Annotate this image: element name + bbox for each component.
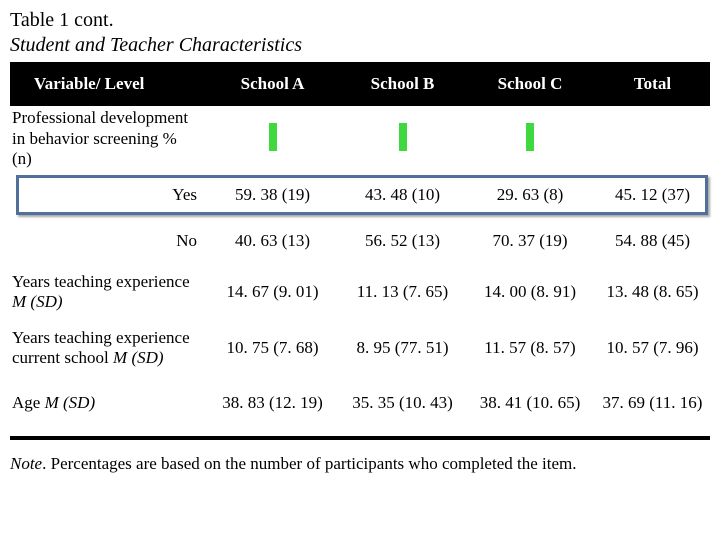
cell-exp-c: 14. 00 (8. 91) [465, 282, 595, 302]
green-marker-icon [399, 123, 407, 151]
label-prof-dev-text: Professional development in behavior scr… [12, 108, 188, 168]
table-bottom-rule [10, 436, 710, 440]
cell-yes-c: 29. 63 (8) [465, 185, 595, 205]
row-no: No 40. 63 (13) 56. 52 (13) 70. 37 (19) 5… [10, 218, 710, 264]
cell-no-a: 40. 63 (13) [205, 231, 340, 251]
cell-no-c: 70. 37 (19) [465, 231, 595, 251]
green-marker-icon [269, 123, 277, 151]
row-prof-dev: Professional development in behavior scr… [10, 106, 710, 172]
label-exp-sd: (SD) [30, 292, 62, 311]
table-title-block: Table 1 cont. Student and Teacher Charac… [10, 8, 710, 58]
row-experience-current: Years teaching experience current school… [10, 320, 710, 376]
label-age-m: M [45, 393, 59, 412]
row-experience: Years teaching experience M (SD) 14. 67 … [10, 264, 710, 320]
header-school-b: School B [340, 74, 465, 94]
table-number: Table 1 cont. [10, 8, 710, 33]
cell-no-t: 54. 88 (45) [595, 231, 710, 251]
cell-exp-t: 13. 48 (8. 65) [595, 282, 710, 302]
cell-expcur-a: 10. 75 (7. 68) [205, 338, 340, 358]
header-school-c: School C [465, 74, 595, 94]
cell-profdev-a [205, 123, 340, 156]
note-prefix: Note [10, 454, 42, 473]
cell-exp-b: 11. 13 (7. 65) [340, 282, 465, 302]
cell-yes-a: 59. 38 (19) [205, 185, 340, 205]
cell-age-b: 35. 35 (10. 43) [340, 393, 465, 413]
table-subtitle: Student and Teacher Characteristics [10, 33, 710, 58]
header-variable: Variable/ Level [10, 74, 205, 94]
cell-profdev-b [340, 123, 465, 156]
cell-profdev-c [465, 123, 595, 156]
label-expcur-m: M [113, 348, 127, 367]
cell-age-c: 38. 41 (10. 65) [465, 393, 595, 413]
cell-yes-b: 43. 48 (10) [340, 185, 465, 205]
cell-age-t: 37. 69 (11. 16) [595, 393, 710, 413]
cell-yes-t: 45. 12 (37) [595, 185, 710, 205]
green-marker-icon [526, 123, 534, 151]
label-yes: Yes [10, 185, 205, 205]
cell-no-b: 56. 52 (13) [340, 231, 465, 251]
label-exp-text: Years teaching experience [12, 272, 190, 291]
label-age-text: Age [12, 393, 45, 412]
row-age: Age M (SD) 38. 83 (12. 19) 35. 35 (10. 4… [10, 376, 710, 430]
note-text: . Percentages are based on the number of… [42, 454, 576, 473]
cell-exp-a: 14. 67 (9. 01) [205, 282, 340, 302]
row-yes: Yes 59. 38 (19) 43. 48 (10) 29. 63 (8) 4… [10, 172, 710, 218]
label-experience-current: Years teaching experience current school… [10, 328, 205, 369]
cell-expcur-b: 8. 95 (77. 51) [340, 338, 465, 358]
label-prof-dev: Professional development in behavior scr… [10, 108, 205, 169]
label-expcur-sd: (SD) [131, 348, 163, 367]
cell-expcur-t: 10. 57 (7. 96) [595, 338, 710, 358]
label-age: Age M (SD) [10, 393, 205, 413]
header-total: Total [595, 74, 710, 94]
table-note: Note. Percentages are based on the numbe… [10, 454, 710, 474]
label-experience: Years teaching experience M (SD) [10, 272, 205, 313]
label-exp-m: M [12, 292, 26, 311]
label-no: No [10, 231, 205, 251]
header-school-a: School A [205, 74, 340, 94]
cell-expcur-c: 11. 57 (8. 57) [465, 338, 595, 358]
table-header-row: Variable/ Level School A School B School… [10, 62, 710, 106]
cell-age-a: 38. 83 (12. 19) [205, 393, 340, 413]
label-age-sd: (SD) [63, 393, 95, 412]
